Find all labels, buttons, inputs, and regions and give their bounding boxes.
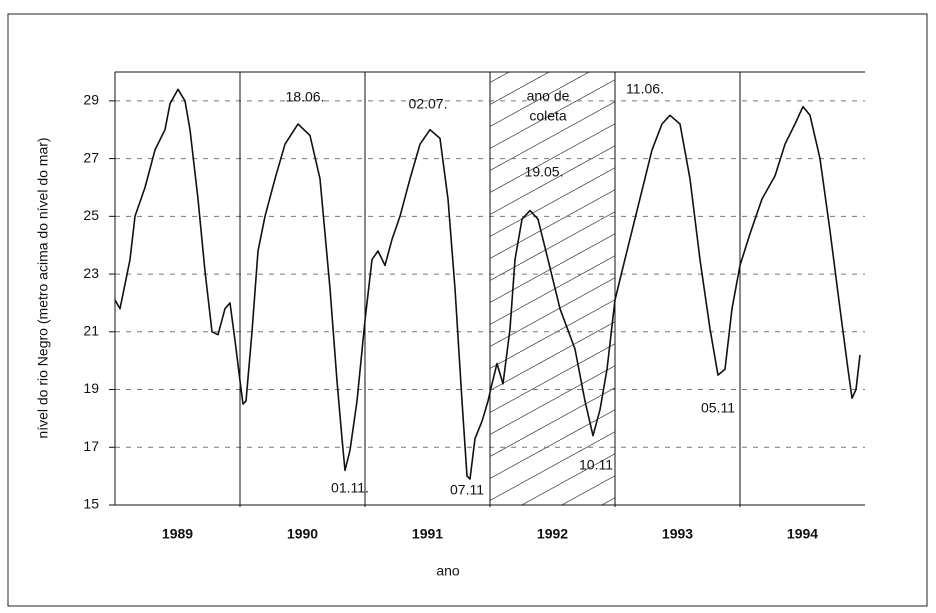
annotation: 19.05. <box>525 164 564 180</box>
x-axis-label: ano <box>436 563 460 579</box>
x-tick-label: 1989 <box>162 526 193 542</box>
x-tick-label: 1993 <box>662 526 693 542</box>
x-tick-label: 1990 <box>287 526 318 542</box>
y-tick-label: 17 <box>83 438 99 454</box>
y-tick-label: 23 <box>83 265 99 281</box>
shaded-span <box>490 72 615 505</box>
annotation: 11.06. <box>626 81 664 97</box>
annotation: coleta <box>529 108 567 124</box>
y-tick-label: 29 <box>83 92 99 108</box>
y-tick-label: 19 <box>83 380 99 396</box>
annotation: 05.11 <box>701 400 735 416</box>
annotation: 10.11 <box>579 457 613 473</box>
y-tick-label: 27 <box>83 149 99 165</box>
data-line <box>114 88 861 480</box>
x-tick-label: 1992 <box>537 526 568 542</box>
frame <box>7 13 928 607</box>
annotation: ano de <box>527 88 570 104</box>
y-axis-label: nível do rio Negro (metro acima do nível… <box>35 137 51 438</box>
y-tick-label: 25 <box>83 207 99 223</box>
annotation: 07.11 <box>450 482 484 498</box>
annotation: 18.06. <box>286 89 325 105</box>
y-tick-label: 21 <box>83 323 99 339</box>
x-tick-label: 1991 <box>412 526 443 542</box>
annotation: 02.07. <box>409 96 448 112</box>
y-tick-label: 15 <box>83 496 99 512</box>
annotation: 01.11. <box>331 480 369 496</box>
x-tick-label: 1994 <box>787 526 818 542</box>
